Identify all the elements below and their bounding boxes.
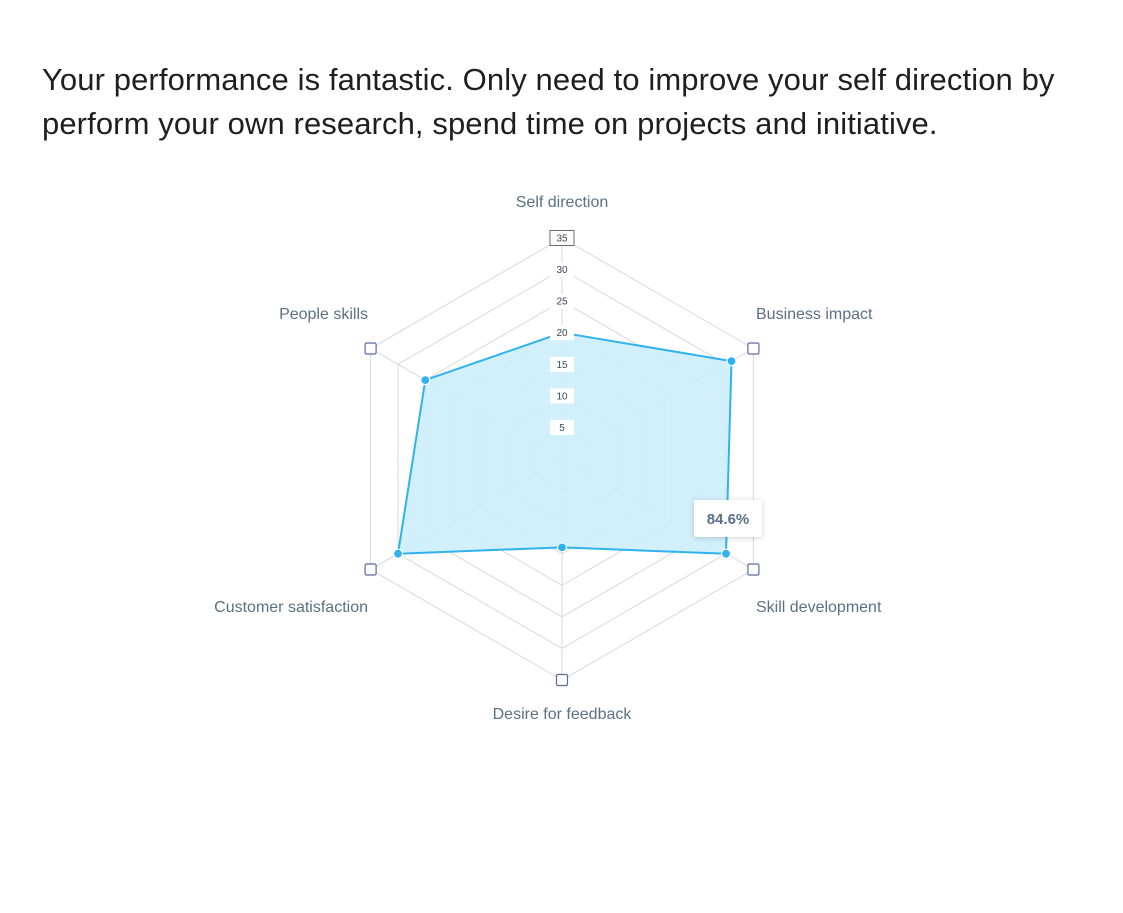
data-point-desire-for-feedback[interactable] xyxy=(556,542,568,553)
tick-label-bg xyxy=(550,356,574,372)
axis-marker-layer xyxy=(364,342,760,687)
axis-label-desire-for-feedback: Desire for feedback xyxy=(493,706,633,723)
tick-label-text: 30 xyxy=(556,265,568,276)
axis-marker-business-impact[interactable] xyxy=(747,342,760,355)
tick-label-text: 10 xyxy=(556,391,568,402)
data-point-people-skills[interactable] xyxy=(420,375,431,386)
axis-label-skill-development: Skill development xyxy=(756,599,882,616)
tick-label-bg xyxy=(550,419,574,435)
tooltip: 84.6% xyxy=(694,500,762,537)
tooltip-box xyxy=(694,500,762,537)
data-point-skill-development[interactable] xyxy=(720,548,732,559)
axis-marker-people-skills[interactable] xyxy=(364,342,377,355)
tick-label-25: 25 xyxy=(550,293,574,309)
tick-label-text: 25 xyxy=(556,297,568,308)
axis-marker-customer-satisfaction[interactable] xyxy=(364,563,377,576)
tooltip-value: 84.6% xyxy=(707,511,750,528)
tick-label-text: 5 xyxy=(559,423,565,434)
axis-label-customer-satisfaction: Customer satisfaction xyxy=(214,599,368,616)
axis-label-self-direction: Self direction xyxy=(516,194,609,211)
tick-label-text: 20 xyxy=(556,328,568,339)
axis-label-layer: Self direction Business impact Skill devel… xyxy=(214,194,882,723)
tick-label-15: 15 xyxy=(550,356,574,372)
tick-label-bg xyxy=(550,293,574,309)
tick-layer: 5 10 15 20 25 30 35 xyxy=(549,230,575,435)
headline: Your performance is fantastic. Only need… xyxy=(42,62,1055,141)
tick-label-text: 35 xyxy=(556,234,568,245)
data-point-customer-satisfaction[interactable] xyxy=(392,548,404,559)
axis-marker-desire-for-feedback[interactable] xyxy=(555,673,569,687)
tick-label-bg xyxy=(550,325,574,341)
tick-label-10: 10 xyxy=(550,388,574,404)
axis-label-business-impact: Business impact xyxy=(756,306,873,323)
tick-label-bg xyxy=(550,262,574,278)
tick-label-5: 5 xyxy=(550,419,574,435)
axis-marker-skill-development[interactable] xyxy=(747,563,760,576)
tick-label-30: 30 xyxy=(550,262,574,278)
tick-label-bg xyxy=(549,230,575,246)
tick-label-text: 15 xyxy=(556,360,568,371)
axis-label-people-skills: People skills xyxy=(279,306,368,323)
data-point-business-impact[interactable] xyxy=(726,356,737,367)
tick-label-20: 20 xyxy=(550,325,574,341)
tick-label-bg xyxy=(550,388,574,404)
tick-label-35: 35 xyxy=(549,230,575,246)
